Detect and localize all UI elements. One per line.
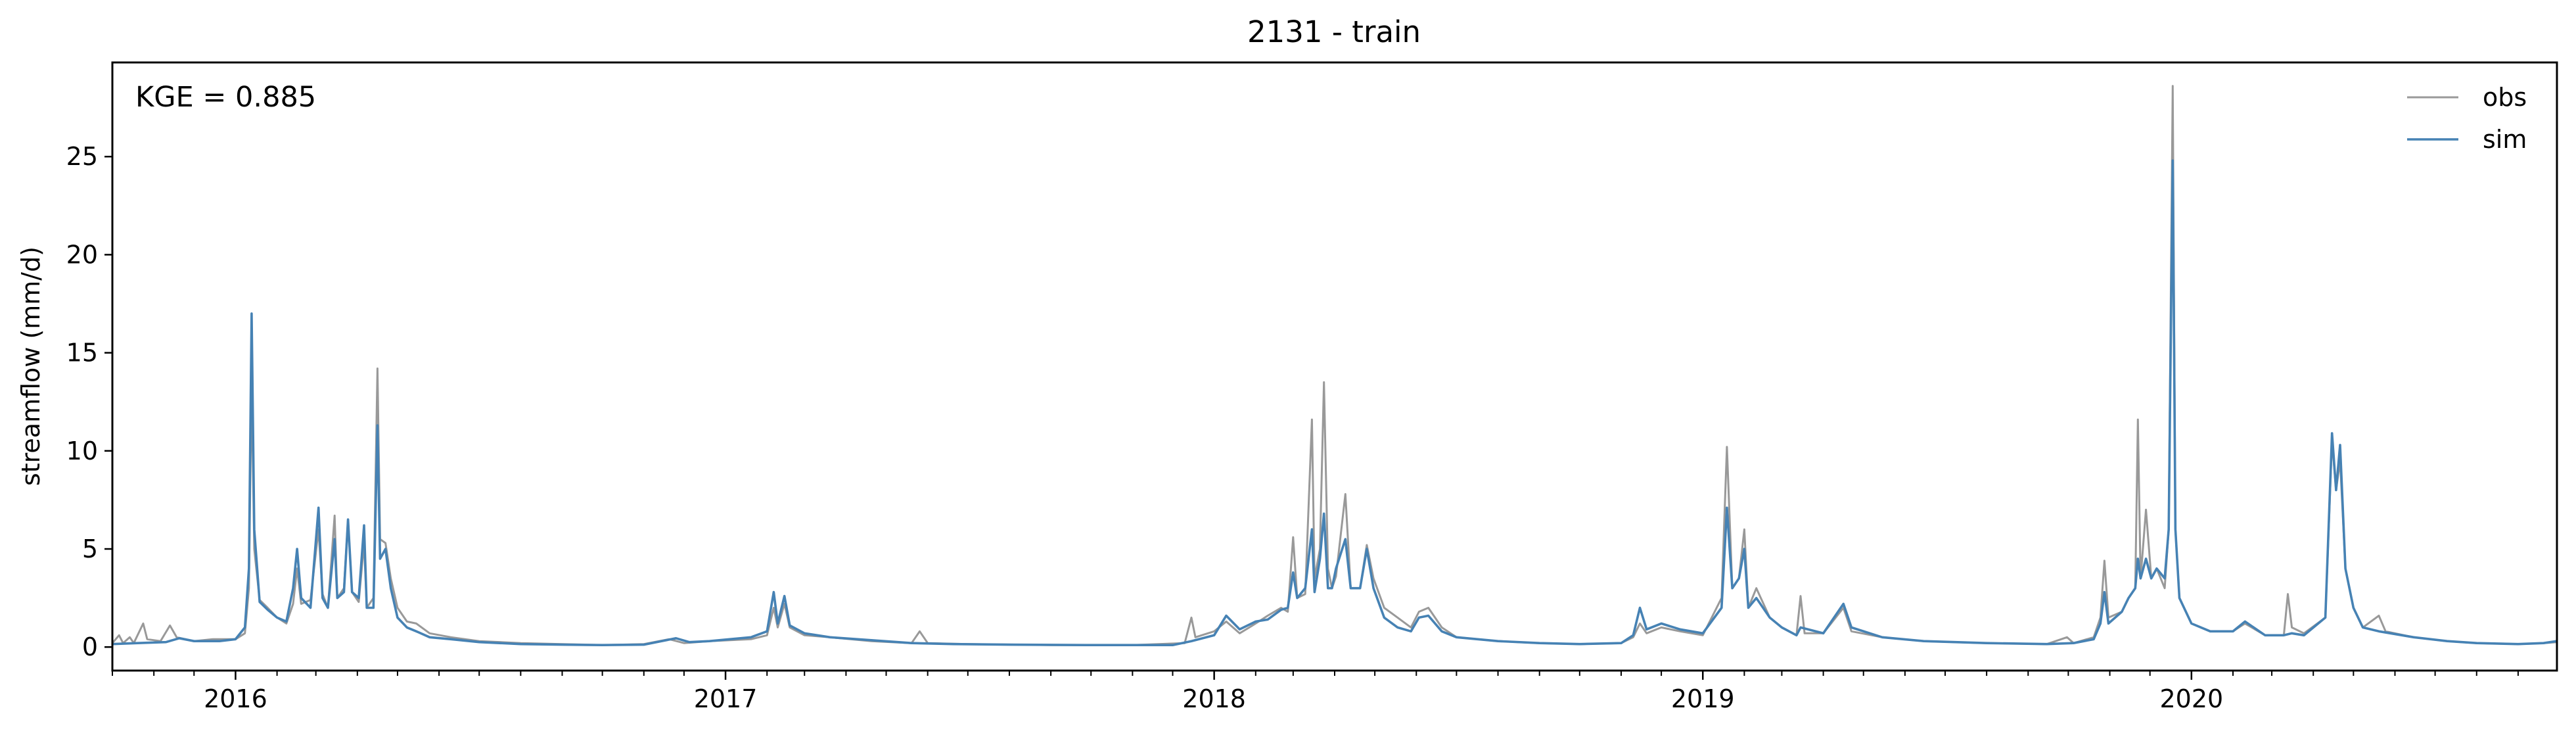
y-tick-label: 15	[66, 339, 98, 368]
y-tick-label: 10	[66, 437, 98, 465]
y-tick-label: 0	[82, 632, 98, 661]
y-tick-label: 25	[66, 142, 98, 171]
chart-title: 2131 - train	[1247, 14, 1421, 49]
series-line-sim	[112, 159, 2558, 646]
y-axis-label: streamflow (mm/d)	[16, 247, 45, 486]
kge-annotation: KGE = 0.885	[135, 81, 316, 114]
x-tick-label: 2018	[1182, 684, 1246, 713]
legend: obs sim	[2407, 83, 2527, 154]
legend-label-sim: sim	[2483, 125, 2527, 154]
x-tick-label: 2017	[694, 684, 758, 713]
y-tick-label: 5	[82, 534, 98, 563]
x-axis: 2016 2017 2018 2019 2020	[112, 671, 2519, 713]
legend-label-obs: obs	[2483, 83, 2527, 112]
y-tick-label: 20	[66, 240, 98, 269]
series-layer	[111, 85, 2558, 646]
x-tick-label: 2019	[1671, 684, 1735, 713]
x-tick-label: 2020	[2159, 684, 2223, 713]
y-axis: 0 5 10 15 20 25	[66, 142, 112, 661]
x-tick-label: 2016	[204, 684, 267, 713]
